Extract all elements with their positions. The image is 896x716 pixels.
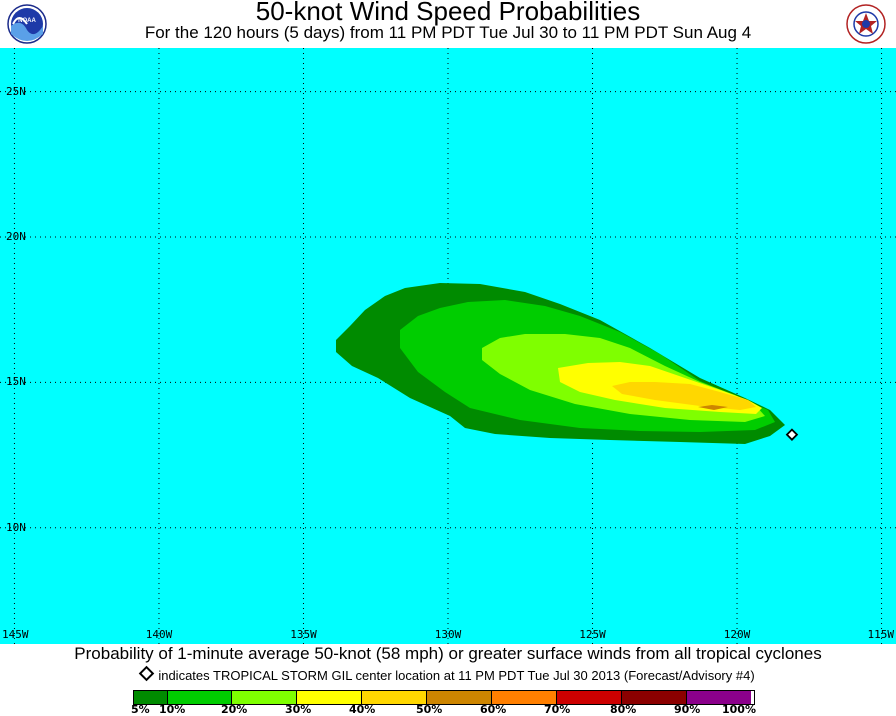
legend-label-100: 100% — [722, 703, 756, 716]
lat-label-20n: 20N — [6, 229, 26, 243]
legend-label-50: 50% — [416, 703, 443, 716]
probability-map — [0, 48, 896, 644]
legend-swatch-90-100 — [687, 691, 751, 704]
legend-swatch-5-10 — [134, 691, 168, 704]
lon-label-120w: 120W — [723, 628, 751, 641]
probability-contours — [336, 283, 785, 444]
map-subtitle: For the 120 hours (5 days) from 11 PM PD… — [144, 23, 752, 42]
legend-label-40: 40% — [349, 703, 376, 716]
lon-label-130w: 130W — [434, 628, 462, 641]
svg-text:NOAA: NOAA — [18, 18, 36, 24]
legend-label-60: 60% — [480, 703, 507, 716]
legend-label-30: 30% — [285, 703, 312, 716]
lat-label-10n: 10N — [6, 520, 26, 534]
lon-label-135w: 135W — [290, 628, 317, 641]
legend-swatch-30-40 — [297, 691, 362, 704]
advisory-note: indicates TROPICAL STORM GIL center loca… — [0, 665, 896, 684]
noaa-logo-icon: NOAA — [7, 4, 47, 44]
probability-legend — [133, 690, 755, 705]
storm-center-diamond — [785, 428, 799, 441]
legend-label-90: 90% — [674, 703, 701, 716]
contour-50-percent — [698, 405, 728, 410]
legend-swatch-60-70 — [492, 691, 557, 704]
legend-label-5: 5% — [131, 703, 150, 716]
legend-label-80: 80% — [610, 703, 637, 716]
lon-label-145w: 145W — [2, 628, 29, 641]
lon-label-140w: 140W — [145, 628, 173, 641]
legend-label-70: 70% — [544, 703, 571, 716]
map-title: 50-knot Wind Speed Probabilities — [255, 0, 641, 26]
lon-label-125w: 125W — [579, 628, 606, 641]
storm-center-marker — [785, 428, 799, 441]
legend-swatch-80-90 — [622, 691, 687, 704]
map-canvas — [0, 48, 896, 644]
lon-label-115w: 115W — [867, 628, 895, 641]
legend-label-20: 20% — [221, 703, 248, 716]
nws-logo-icon — [846, 4, 886, 44]
legend-swatch-10-20 — [168, 691, 232, 704]
contour-40-percent — [612, 382, 756, 410]
storm-marker-icon — [139, 665, 155, 682]
legend-swatch-40-50 — [362, 691, 427, 704]
map-caption: Probability of 1-minute average 50-knot … — [74, 644, 822, 663]
legend-swatch-50-60 — [427, 691, 492, 704]
legend-swatch-20-30 — [232, 691, 297, 704]
advisory-text: indicates TROPICAL STORM GIL center loca… — [158, 668, 755, 683]
lat-label-15n: 15N — [6, 375, 26, 389]
legend-swatch-70-80 — [557, 691, 622, 704]
lat-label-25n: 25N — [6, 84, 26, 98]
legend-label-10: 10% — [159, 703, 186, 716]
